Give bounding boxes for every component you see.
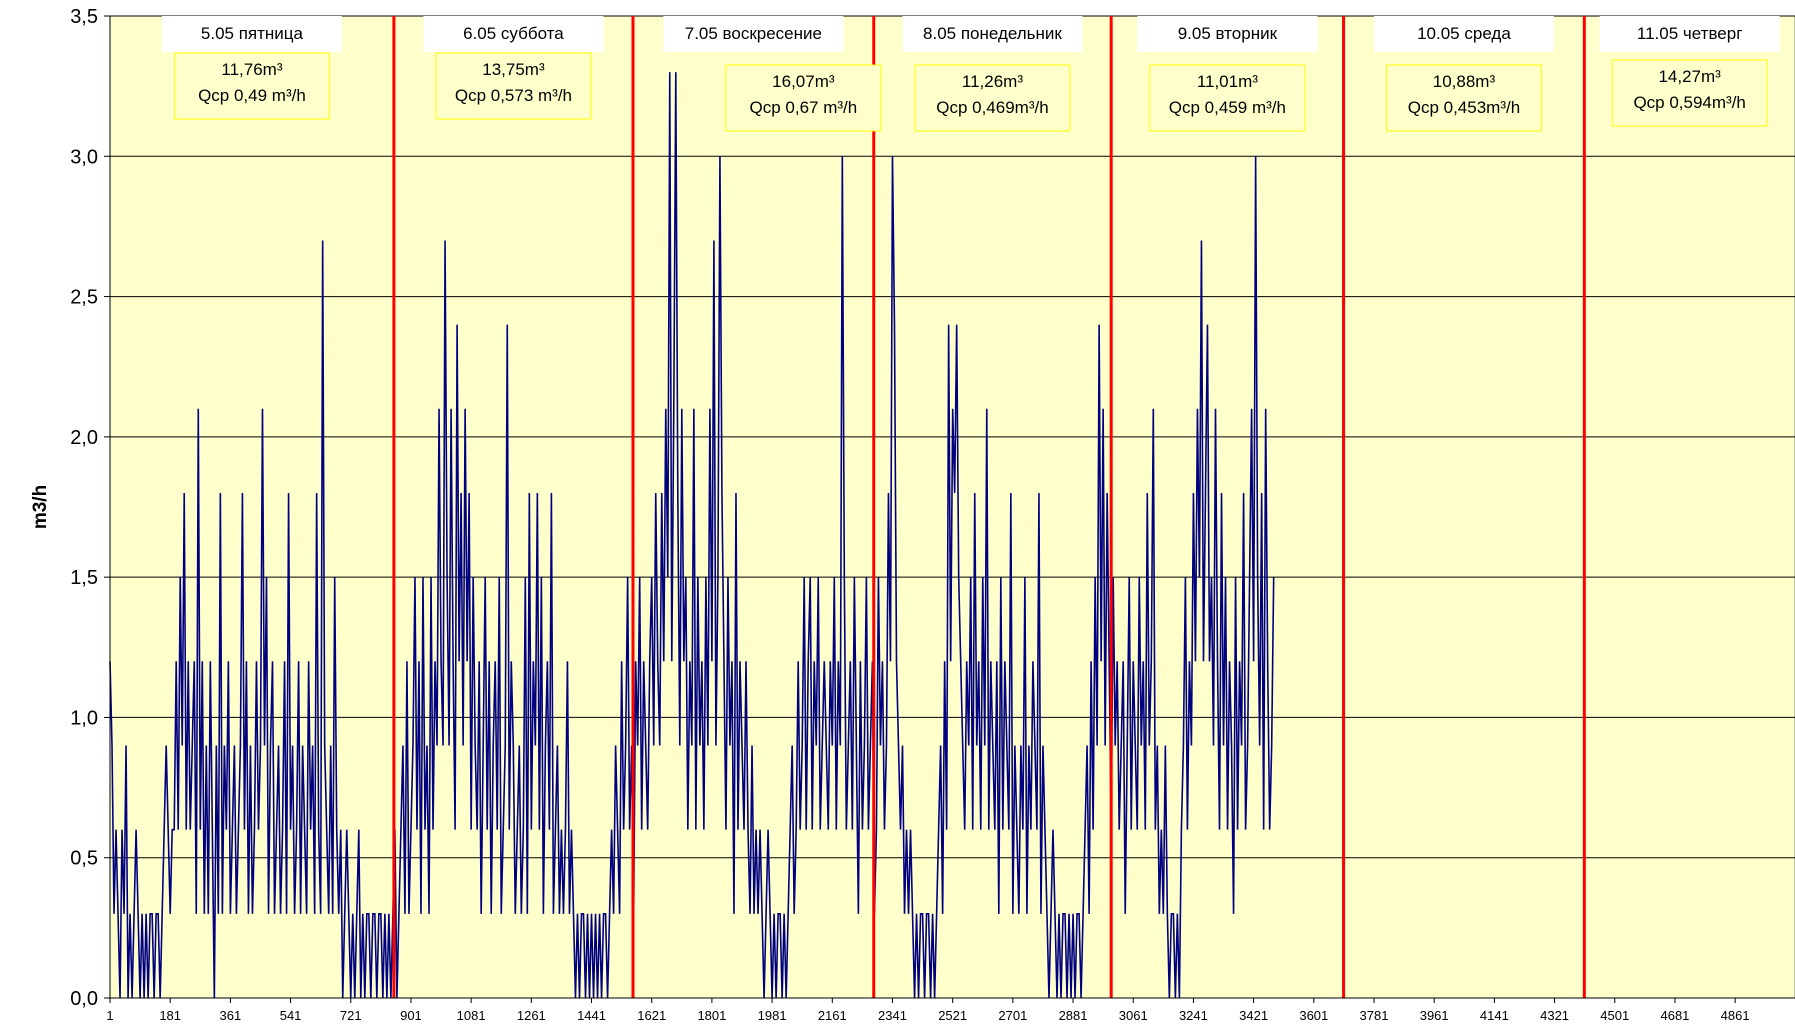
gridlines bbox=[110, 15, 1795, 859]
day-stats-box-2 bbox=[725, 64, 882, 132]
day-avg-flow-5: Qср 0,453m³/h bbox=[1408, 98, 1520, 117]
day-label-3: 8.05 понедельник bbox=[923, 24, 1062, 43]
x-tick-label-5: 901 bbox=[400, 1008, 422, 1023]
day-label-box-3 bbox=[902, 16, 1083, 52]
x-tick-label-21: 3781 bbox=[1360, 1008, 1389, 1023]
day-label-0: 5.05 пятница bbox=[201, 24, 304, 43]
x-tick-label-4: 721 bbox=[340, 1008, 362, 1023]
series-layer bbox=[109, 72, 1275, 999]
x-tick-label-23: 4141 bbox=[1480, 1008, 1509, 1023]
day-dividers bbox=[392, 16, 1586, 998]
day-label-box-0 bbox=[161, 16, 342, 52]
day-avg-flow-3: Qср 0,469m³/h bbox=[936, 98, 1048, 117]
x-tick-label-16: 2881 bbox=[1059, 1008, 1088, 1023]
x-tick-label-9: 1621 bbox=[637, 1008, 666, 1023]
day-label-4: 9.05 вторник bbox=[1178, 24, 1278, 43]
day-label-box-2 bbox=[663, 16, 844, 52]
x-tick-label-22: 3961 bbox=[1420, 1008, 1449, 1023]
day-stats-box-4 bbox=[1149, 64, 1306, 132]
day-volume-3: 11,26m³ bbox=[962, 72, 1023, 91]
y-tick-label-0: 0,0 bbox=[70, 988, 98, 1010]
day-label-6: 11.05 четверг bbox=[1637, 24, 1743, 43]
x-tick-label-20: 3601 bbox=[1299, 1008, 1328, 1023]
x-tick-label-1: 181 bbox=[159, 1008, 181, 1023]
y-axis-label: m3/h bbox=[30, 485, 51, 529]
x-tick-label-8: 1441 bbox=[577, 1008, 606, 1023]
day-label-box-4 bbox=[1137, 16, 1318, 52]
x-tick-label-24: 4321 bbox=[1540, 1008, 1569, 1023]
x-tick-label-2: 361 bbox=[220, 1008, 242, 1023]
x-tick-label-15: 2701 bbox=[998, 1008, 1027, 1023]
x-tick-label-19: 3421 bbox=[1239, 1008, 1268, 1023]
x-tick-label-10: 1801 bbox=[697, 1008, 726, 1023]
x-tick-label-14: 2521 bbox=[938, 1008, 967, 1023]
day-label-2: 7.05 воскресение bbox=[685, 24, 822, 43]
y-tick-label-6: 3,0 bbox=[70, 146, 98, 168]
x-tick-label-12: 2161 bbox=[818, 1008, 847, 1023]
day-volume-2: 16,07m³ bbox=[772, 72, 835, 91]
day-avg-flow-0: Qср 0,49 m³/h bbox=[198, 86, 306, 105]
y-tick-label-2: 1,0 bbox=[70, 707, 98, 729]
x-tick-label-17: 3061 bbox=[1119, 1008, 1148, 1023]
x-tick-label-11: 1981 bbox=[758, 1008, 787, 1023]
day-volume-5: 10,88m³ bbox=[1433, 72, 1496, 91]
day-avg-flow-4: Qср 0,459 m³/h bbox=[1169, 98, 1286, 117]
y-tick-label-7: 3,5 bbox=[70, 6, 98, 28]
day-stats-box-0 bbox=[173, 52, 330, 120]
day-label-1: 6.05 суббота bbox=[463, 24, 564, 43]
day-stats-box-1 bbox=[435, 52, 592, 120]
x-tick-label-3: 541 bbox=[280, 1008, 302, 1023]
day-volume-0: 11,76m³ bbox=[221, 60, 282, 79]
x-tick-label-27: 4861 bbox=[1721, 1008, 1750, 1023]
day-stats-box-5 bbox=[1385, 64, 1542, 132]
y-tick-label-3: 1,5 bbox=[70, 567, 98, 589]
day-label-5: 10.05 среда bbox=[1417, 24, 1511, 43]
x-tick-label-18: 3241 bbox=[1179, 1008, 1208, 1023]
day-stats-box-6 bbox=[1611, 59, 1768, 127]
x-tick-label-25: 4501 bbox=[1600, 1008, 1629, 1023]
day-avg-flow-2: Qср 0,67 m³/h bbox=[750, 98, 858, 117]
day-volume-4: 11,01m³ bbox=[1197, 72, 1258, 91]
axes: 0,0 0,5 1,0 1,5 2,0 2,5 3,0 3,5 1 181 361 541 721 901… bbox=[70, 6, 1795, 1023]
x-tick-label-0: 1 bbox=[106, 1008, 113, 1023]
day-volume-6: 14,27m³ bbox=[1658, 67, 1721, 86]
series-line-0 bbox=[109, 72, 1275, 999]
day-avg-flow-6: Qср 0,594m³/h bbox=[1633, 93, 1745, 112]
y-tick-label-1: 0,5 bbox=[70, 848, 98, 870]
day-label-box-5 bbox=[1373, 16, 1554, 52]
x-tick-label-6: 1081 bbox=[457, 1008, 486, 1023]
day-volume-1: 13,75m³ bbox=[482, 60, 545, 79]
y-tick-label-4: 2,0 bbox=[70, 427, 98, 449]
x-tick-label-26: 4681 bbox=[1660, 1008, 1689, 1023]
day-label-box-6 bbox=[1599, 16, 1780, 52]
day-stats-box-3 bbox=[914, 64, 1071, 132]
day-label-box-1 bbox=[423, 16, 604, 52]
day-avg-flow-1: Qср 0,573 m³/h bbox=[455, 86, 572, 105]
x-tick-label-13: 2341 bbox=[878, 1008, 907, 1023]
y-tick-label-5: 2,5 bbox=[70, 287, 98, 309]
x-tick-label-7: 1261 bbox=[517, 1008, 546, 1023]
day-annotations: 5.05 пятница 11,76m³ Qср 0,49 m³/h 6.05 суб… bbox=[161, 16, 1780, 132]
